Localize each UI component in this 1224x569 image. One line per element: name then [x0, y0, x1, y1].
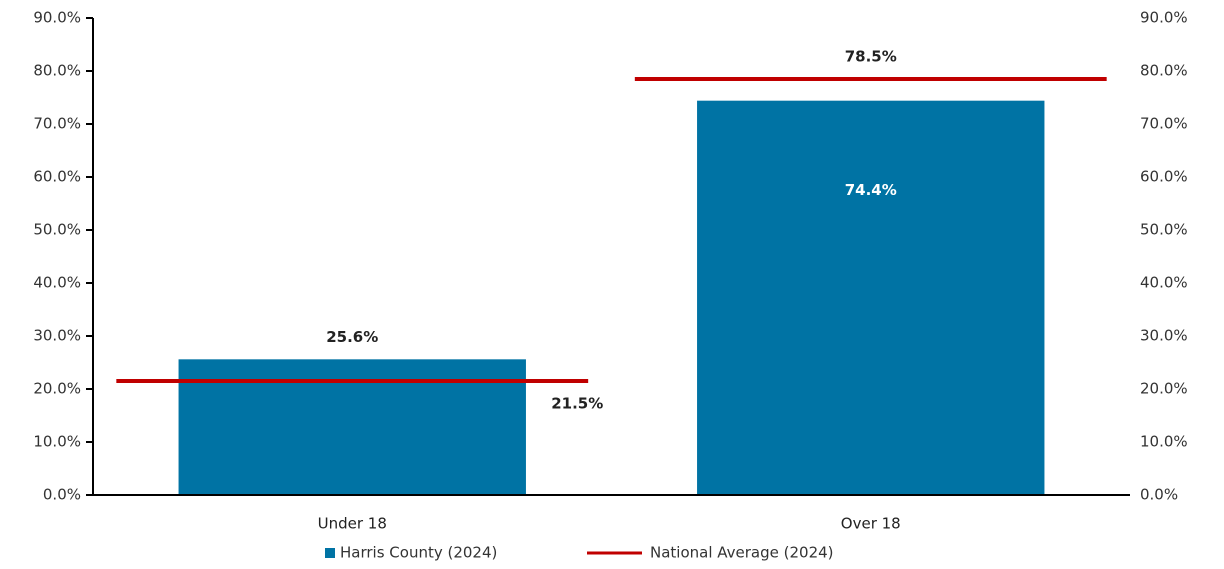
x-tick-label: Over 18 [841, 515, 901, 533]
y2-tick-label: 10.0% [1140, 433, 1188, 451]
y2-tick-label: 30.0% [1140, 327, 1188, 345]
y-tick-label: 60.0% [33, 168, 81, 186]
data-label: 21.5% [551, 395, 603, 413]
bar [697, 100, 1045, 496]
y2-tick-label: 80.0% [1140, 62, 1188, 80]
y2-tick-label: 90.0% [1140, 9, 1188, 27]
y-tick-label: 30.0% [33, 327, 81, 345]
y-tick-label: 20.0% [33, 380, 81, 398]
legend-label: Harris County (2024) [340, 544, 497, 562]
y2-tick-label: 70.0% [1140, 115, 1188, 133]
y-tick-label: 80.0% [33, 62, 81, 80]
x-tick-label: Under 18 [318, 515, 387, 533]
y2-tick-label: 50.0% [1140, 221, 1188, 239]
y2-tick-label: 60.0% [1140, 168, 1188, 186]
y-tick-label: 70.0% [33, 115, 81, 133]
y-tick-label: 90.0% [33, 9, 81, 27]
y2-tick-label: 20.0% [1140, 380, 1188, 398]
y2-tick-label: 0.0% [1140, 486, 1178, 504]
y-tick-label: 40.0% [33, 274, 81, 292]
legend-label: National Average (2024) [650, 544, 834, 562]
data-label: 25.6% [326, 328, 378, 346]
y-tick-label: 50.0% [33, 221, 81, 239]
legend-swatch [325, 548, 335, 558]
y-tick-label: 0.0% [43, 486, 81, 504]
y2-tick-label: 40.0% [1140, 274, 1188, 292]
y-tick-label: 10.0% [33, 433, 81, 451]
data-label: 78.5% [845, 47, 897, 65]
data-label: 74.4% [845, 181, 897, 199]
